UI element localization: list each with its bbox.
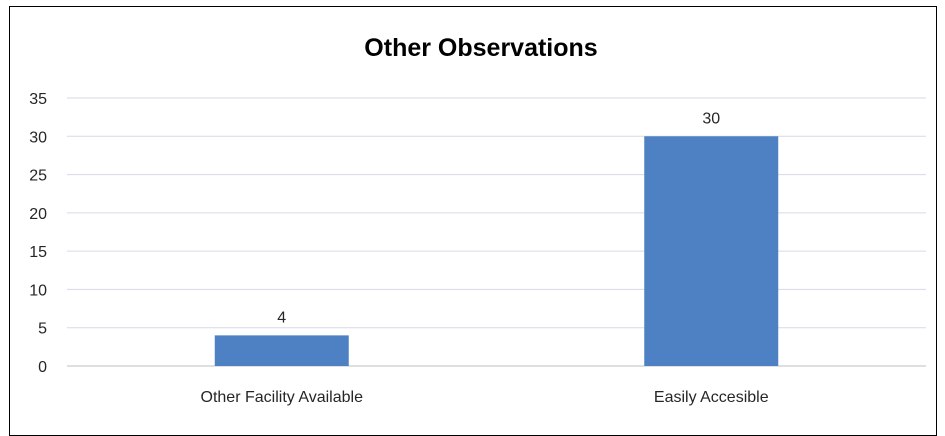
- bar: [214, 335, 349, 366]
- bar-value-label: 30: [702, 110, 720, 127]
- y-tick-label: 20: [29, 206, 47, 223]
- bars: [214, 136, 779, 366]
- bar-chart: Other Observations 0 5 10 15 20 25 30 35 4 30 Ot…: [29, 34, 926, 406]
- data-labels: 4 30: [277, 110, 720, 326]
- chart-title: Other Observations: [364, 34, 597, 62]
- bar-value-label: 4: [277, 309, 286, 326]
- y-tick-label: 0: [38, 359, 47, 376]
- chart-frame: [9, 6, 937, 436]
- y-axis-tick-labels: 0 5 10 15 20 25 30 35: [29, 91, 47, 376]
- x-axis-tick-labels: Other Facility Available Easily Accesible: [201, 389, 769, 406]
- y-tick-label: 25: [29, 168, 47, 185]
- y-tick-label: 10: [29, 282, 47, 299]
- y-tick-label: 35: [29, 91, 47, 108]
- x-tick-label: Other Facility Available: [201, 389, 364, 406]
- y-tick-label: 30: [29, 129, 47, 146]
- y-tick-label: 15: [29, 244, 47, 261]
- x-tick-label: Easily Accesible: [654, 389, 769, 406]
- gridlines: [67, 97, 926, 367]
- bar: [644, 136, 779, 366]
- y-tick-label: 5: [38, 321, 47, 338]
